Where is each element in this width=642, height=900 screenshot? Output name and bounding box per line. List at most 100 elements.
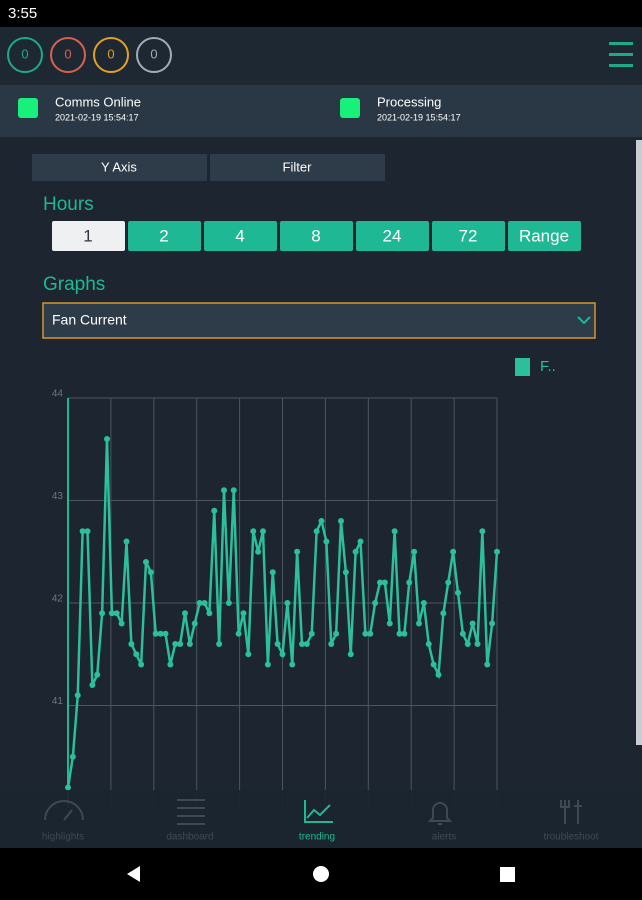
- data-point: [118, 620, 125, 627]
- status-row: [0, 85, 642, 137]
- data-point: [450, 548, 457, 555]
- counter-ring[interactable]: [50, 37, 86, 73]
- data-point: [323, 538, 330, 545]
- data-point: [143, 559, 149, 565]
- data-point: [138, 661, 145, 668]
- counter-value: 0: [150, 46, 157, 61]
- counter-value: 0: [21, 46, 28, 61]
- data-point: [377, 579, 383, 586]
- data-point: [401, 630, 408, 637]
- data-point: [269, 569, 276, 576]
- select-arrow: [577, 316, 591, 325]
- y-tick-label: 42: [52, 594, 64, 605]
- counter-value: 0: [107, 46, 114, 61]
- data-point: [157, 630, 164, 637]
- data-point: [284, 600, 291, 606]
- data-point: [318, 518, 325, 524]
- data-point: [84, 528, 91, 535]
- data-point: [313, 528, 320, 535]
- data-point: [459, 630, 466, 637]
- status-time: 2021-02-19 15:54:17: [55, 112, 139, 122]
- top-bar: [0, 27, 642, 85]
- data-point: [79, 528, 86, 535]
- legend-label: F..: [540, 358, 556, 375]
- data-point: [172, 641, 179, 647]
- nav-label[interactable]: alerts: [432, 832, 456, 843]
- data-point: [479, 528, 486, 535]
- data-point: [225, 600, 232, 606]
- data-point: [308, 630, 315, 637]
- data-point: [65, 784, 71, 791]
- data-point: [99, 610, 106, 617]
- data-point: [386, 620, 393, 627]
- data-point: [294, 548, 301, 555]
- data-point: [494, 548, 500, 555]
- data-point: [182, 610, 188, 617]
- status-bar: [0, 0, 642, 27]
- nav-label[interactable]: dashboard: [166, 832, 213, 843]
- nav-label[interactable]: trending: [299, 832, 335, 843]
- counter-ring[interactable]: [136, 37, 172, 73]
- counter-ring[interactable]: [93, 37, 129, 73]
- data-point: [416, 620, 422, 627]
- hours-button[interactable]: [508, 221, 581, 251]
- home-button[interactable]: [313, 866, 329, 882]
- hours-button[interactable]: [432, 221, 505, 251]
- hours-label: 4: [235, 226, 244, 245]
- section-title: Hours: [43, 194, 94, 215]
- data-point: [367, 630, 374, 637]
- data-point: [186, 641, 193, 647]
- nav-icon: [304, 800, 333, 823]
- data-point: [489, 620, 496, 627]
- hours-button[interactable]: [204, 221, 277, 251]
- data-point: [216, 641, 223, 647]
- hours-label: Range: [519, 226, 569, 245]
- hours-button[interactable]: [128, 221, 201, 251]
- data-point: [352, 548, 359, 555]
- data-point: [206, 610, 213, 617]
- data-point: [484, 661, 491, 668]
- data-point: [435, 671, 442, 678]
- data-point: [289, 661, 296, 668]
- data-point: [230, 487, 237, 494]
- hours-button[interactable]: [52, 221, 125, 251]
- data-point: [338, 518, 344, 524]
- data-point: [133, 651, 140, 658]
- data-point: [279, 651, 286, 658]
- tab-button[interactable]: [210, 154, 385, 181]
- data-point: [430, 661, 437, 668]
- data-point: [464, 641, 471, 647]
- nav-icon: [44, 800, 84, 821]
- nav-label[interactable]: troubleshoot: [543, 832, 598, 843]
- data-point: [260, 528, 266, 535]
- nav-icon: [560, 800, 582, 824]
- nav-icon: [427, 802, 453, 825]
- menu-line: [609, 42, 633, 45]
- status-label: Comms Online: [55, 94, 141, 109]
- data-point: [177, 641, 184, 647]
- hours-button[interactable]: [356, 221, 429, 251]
- tab-label: Filter: [283, 159, 313, 174]
- recents-button[interactable]: [500, 867, 515, 882]
- data-point: [406, 579, 413, 586]
- data-point: [425, 641, 432, 647]
- data-point: [342, 569, 349, 576]
- back-button[interactable]: [127, 866, 140, 882]
- data-point: [445, 579, 452, 586]
- nav-label[interactable]: highlights: [42, 832, 84, 843]
- data-point: [240, 610, 247, 617]
- graph-select[interactable]: [42, 302, 596, 339]
- data-point: [250, 528, 257, 535]
- data-point: [381, 579, 388, 586]
- y-tick-label: 43: [52, 491, 64, 502]
- menu-line: [609, 53, 633, 56]
- data-point: [94, 671, 101, 678]
- menu-button[interactable]: [609, 42, 633, 67]
- tab-button[interactable]: [32, 154, 207, 181]
- counter-ring[interactable]: [7, 37, 43, 73]
- status-indicator: [18, 98, 38, 118]
- data-point: [372, 600, 379, 606]
- data-point: [113, 610, 120, 617]
- hours-button[interactable]: [280, 221, 353, 251]
